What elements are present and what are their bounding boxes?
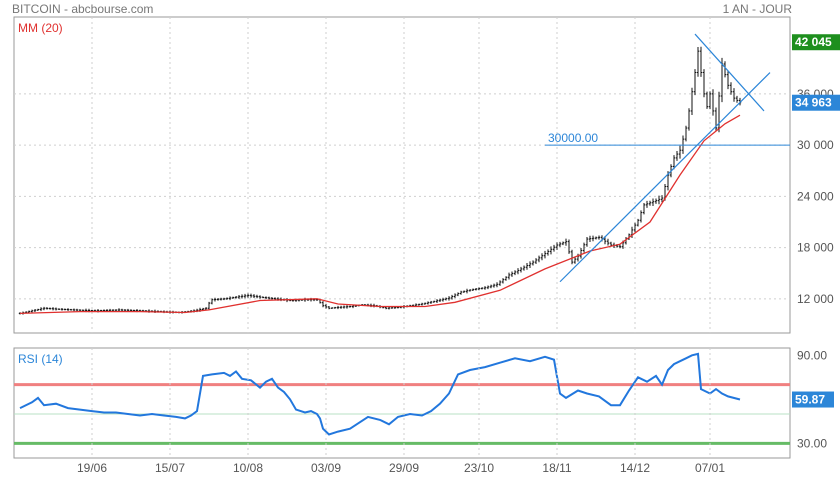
rsi-panel: 90.00 30.00 RSI (14) 59.87 <box>13 347 834 459</box>
rsi-last-badge: 59.87 <box>792 391 834 408</box>
x-tick-label: 23/10 <box>464 461 494 475</box>
price-y-tick: 18 000 <box>797 241 834 255</box>
rsi-last-label: 59.87 <box>795 393 825 407</box>
trendlines <box>559 33 771 283</box>
x-axis: 19/06 15/07 10/08 03/09 29/09 23/10 18/11 14/12… <box>77 348 725 475</box>
last-price-label: 34 963 <box>795 96 832 110</box>
rsi-panel-frame <box>13 347 791 459</box>
trendline-support <box>559 72 771 283</box>
chart-title: BITCOIN - abcbourse.com <box>12 2 153 16</box>
rsi-last-badge-bg <box>792 391 834 408</box>
x-tick-label: 14/12 <box>620 461 650 475</box>
period-label: 1 AN - JOUR <box>723 2 793 16</box>
x-tick-label: 10/08 <box>233 461 263 475</box>
trendline-resistance <box>694 33 765 112</box>
x-tick-label: 19/06 <box>77 461 107 475</box>
highest-price-label: 42 045 <box>795 35 832 49</box>
rsi-y-tick: 90.00 <box>797 348 827 362</box>
x-tick-label: 18/11 <box>542 461 571 475</box>
rsi-line <box>19 352 741 436</box>
highest-price-badge-bg <box>792 34 840 51</box>
x-tick-label: 07/01 <box>695 461 725 475</box>
mm-indicator-label: MM (20) <box>18 21 63 35</box>
rsi-y-tick: 30.00 <box>797 436 827 450</box>
highest-price-badge: 42 045 <box>792 34 840 51</box>
x-tick-label: 03/09 <box>311 461 341 475</box>
x-tick-label: 29/09 <box>389 461 419 475</box>
level-30000: 30000.00 <box>545 131 790 146</box>
last-price-badge: 34 963 <box>792 94 840 111</box>
price-y-tick: 30 000 <box>797 138 834 152</box>
last-price-badge-bg <box>792 94 840 111</box>
mm20-line <box>19 114 741 315</box>
x-tick-label: 15/07 <box>155 461 185 475</box>
rsi-y-axis: 90.00 30.00 <box>797 348 827 450</box>
level-label: 30000.00 <box>548 131 598 145</box>
rsi-level-lines <box>14 383 790 445</box>
rsi-indicator-label: RSI (14) <box>18 352 63 366</box>
price-y-tick: 12 000 <box>797 292 834 306</box>
price-y-tick: 24 000 <box>797 189 834 203</box>
price-panel-frame <box>13 16 791 334</box>
